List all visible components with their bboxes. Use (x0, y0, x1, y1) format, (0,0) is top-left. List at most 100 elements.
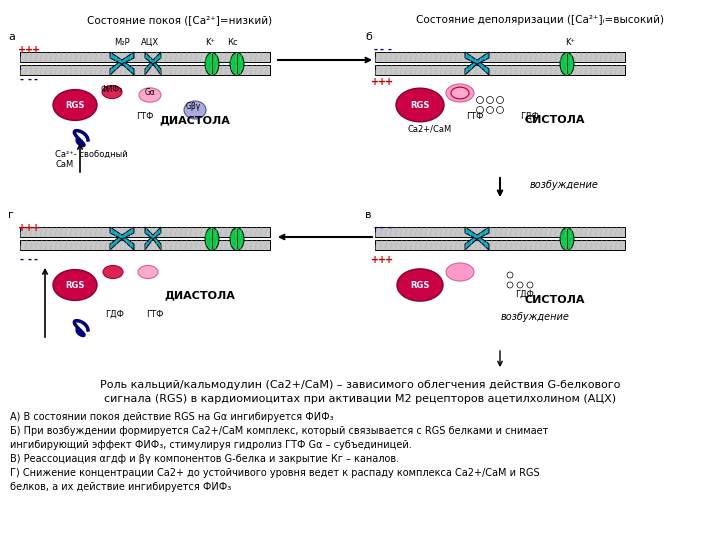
Text: Состояние покоя ([Ca²⁺]=низкий): Состояние покоя ([Ca²⁺]=низкий) (87, 15, 273, 25)
Polygon shape (110, 52, 134, 64)
Text: +: + (378, 77, 386, 87)
Text: ингибирующий эффект ФИФ₃, стимулируя гидролиз ГТФ Gα – субъединицей.: ингибирующий эффект ФИФ₃, стимулируя гид… (10, 440, 412, 450)
Polygon shape (110, 227, 134, 239)
Text: Роль кальций/кальмодулин (Ca2+/CaM) – зависимого облегчения действия G-белкового: Роль кальций/кальмодулин (Ca2+/CaM) – за… (100, 380, 620, 390)
Ellipse shape (138, 266, 158, 279)
Bar (20, 240, 270, 250)
Text: RGS: RGS (410, 100, 430, 110)
Ellipse shape (446, 263, 474, 281)
Polygon shape (145, 235, 161, 250)
Ellipse shape (560, 227, 574, 251)
Ellipse shape (396, 88, 444, 122)
Text: ГДФ: ГДФ (106, 310, 125, 319)
Text: Б) При возбуждении формируется Ca2+/CaM комплекс, который связывается с RGS белк: Б) При возбуждении формируется Ca2+/CaM … (10, 426, 549, 436)
Text: Ca²⁺- свободный
CaM: Ca²⁺- свободный CaM (55, 150, 127, 170)
Text: сигнала (RGS) в кардиомиоцитах при активации М2 рецепторов ацетилхолином (АЦХ): сигнала (RGS) в кардиомиоцитах при актив… (104, 394, 616, 404)
Text: ДИАСТОЛА: ДИАСТОЛА (160, 115, 230, 125)
Text: -: - (373, 223, 377, 233)
Polygon shape (110, 235, 134, 250)
Text: -: - (387, 223, 391, 233)
Ellipse shape (205, 52, 219, 76)
Circle shape (477, 97, 484, 104)
Text: -: - (387, 45, 391, 55)
Text: -: - (34, 255, 38, 265)
Bar (20, 52, 270, 62)
Circle shape (507, 272, 513, 278)
Ellipse shape (103, 266, 123, 279)
Text: Gα: Gα (145, 88, 156, 97)
Polygon shape (145, 227, 161, 239)
Polygon shape (145, 52, 161, 64)
Text: +: + (371, 255, 379, 265)
Text: -: - (373, 45, 377, 55)
Text: Состояние деполяризации ([Ca²⁺]ᵢ=высокий): Состояние деполяризации ([Ca²⁺]ᵢ=высокий… (416, 15, 664, 25)
Text: белков, а их действие ингибируется ФИФ₃: белков, а их действие ингибируется ФИФ₃ (10, 482, 231, 492)
Text: +: + (25, 223, 33, 233)
Text: Г) Снижение концентрации Ca2+ до устойчивого уровня ведет к распаду комплекса Ca: Г) Снижение концентрации Ca2+ до устойчи… (10, 468, 539, 478)
Text: -: - (20, 75, 24, 85)
Ellipse shape (560, 52, 574, 76)
Text: А) В состоянии покоя действие RGS на Gα ингибируется ФИФ₃: А) В состоянии покоя действие RGS на Gα … (10, 412, 333, 422)
Text: +: + (18, 45, 26, 55)
Text: б: б (365, 32, 372, 42)
Polygon shape (465, 60, 489, 75)
Ellipse shape (230, 52, 244, 76)
Bar (375, 65, 625, 75)
Text: Ca2+/CaM: Ca2+/CaM (408, 125, 452, 134)
Text: -: - (380, 223, 384, 233)
Text: ФИФ₃: ФИФ₃ (101, 85, 123, 94)
Ellipse shape (184, 101, 206, 119)
Text: Gβγ: Gβγ (185, 102, 201, 111)
Ellipse shape (397, 269, 443, 301)
Text: Кс: Кс (227, 38, 238, 47)
Ellipse shape (451, 87, 469, 99)
Text: RGS: RGS (410, 280, 430, 289)
Text: в: в (365, 210, 372, 220)
Circle shape (487, 106, 493, 113)
Text: ГТФ: ГТФ (136, 112, 153, 121)
Circle shape (497, 97, 503, 104)
Text: +: + (385, 255, 393, 265)
Ellipse shape (230, 227, 244, 251)
Text: RGS: RGS (66, 280, 85, 289)
Polygon shape (465, 235, 489, 250)
Text: ГТФ: ГТФ (467, 112, 484, 121)
Polygon shape (465, 227, 489, 239)
Text: а: а (8, 32, 15, 42)
Text: -: - (27, 255, 31, 265)
Ellipse shape (102, 85, 122, 98)
Text: K⁺: K⁺ (565, 38, 575, 47)
Text: +: + (378, 255, 386, 265)
Text: -: - (380, 45, 384, 55)
Text: СИСТОЛА: СИСТОЛА (525, 295, 585, 305)
Circle shape (527, 282, 533, 288)
Ellipse shape (446, 84, 474, 102)
Ellipse shape (53, 269, 97, 300)
Text: +: + (32, 45, 40, 55)
Ellipse shape (205, 227, 219, 251)
Text: ДИАСТОЛА: ДИАСТОЛА (165, 290, 235, 300)
Circle shape (497, 106, 503, 113)
Text: +: + (25, 45, 33, 55)
Text: +: + (371, 77, 379, 87)
Text: RGS: RGS (66, 100, 85, 110)
Circle shape (477, 106, 484, 113)
Bar (375, 227, 625, 237)
Text: +: + (385, 77, 393, 87)
Text: г: г (8, 210, 14, 220)
Bar (375, 240, 625, 250)
Text: В) Реассоциация αгдф и βγ компонентов G-белка и закрытие Кг – каналов.: В) Реассоциация αгдф и βγ компонентов G-… (10, 454, 399, 464)
Text: +: + (32, 223, 40, 233)
Polygon shape (110, 60, 134, 75)
Circle shape (487, 97, 493, 104)
Text: +: + (18, 223, 26, 233)
Bar (20, 227, 270, 237)
Polygon shape (465, 52, 489, 64)
Text: -: - (27, 75, 31, 85)
Bar (375, 52, 625, 62)
Text: ГТФ: ГТФ (146, 310, 163, 319)
Text: АЦХ: АЦХ (141, 38, 159, 47)
Text: -: - (20, 255, 24, 265)
Bar (20, 65, 270, 75)
Circle shape (507, 282, 513, 288)
